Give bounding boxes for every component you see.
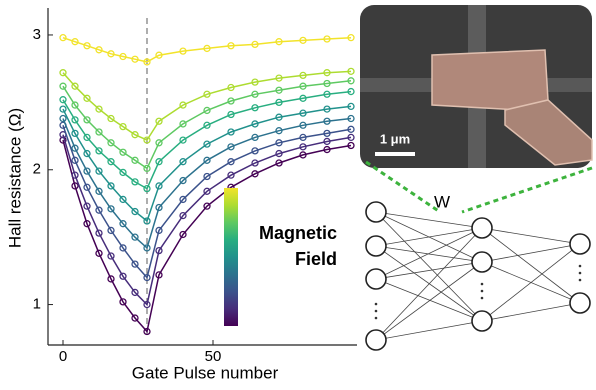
y-tick-label: 1 [33, 296, 41, 313]
neuron [366, 330, 386, 350]
ellipsis-dot [579, 272, 582, 275]
connection [482, 244, 580, 262]
series-line [63, 71, 351, 140]
sem-inset: 1 μm [360, 5, 592, 168]
scale-bar [375, 152, 415, 156]
connection [482, 303, 580, 321]
neuron [366, 202, 386, 222]
ellipsis-dot [579, 279, 582, 282]
ellipsis-dot [375, 303, 378, 306]
colorbar-label: Magnetic [259, 223, 337, 243]
ellipsis-dot [579, 265, 582, 268]
y-tick-label: 2 [33, 161, 41, 178]
callout-line [462, 168, 592, 212]
scale-bar-label: 1 μm [380, 131, 410, 146]
neuron [366, 236, 386, 256]
neural-network: W [366, 162, 592, 350]
neuron [366, 269, 386, 289]
connection [376, 212, 482, 228]
neuron [472, 311, 492, 331]
data-point [60, 97, 66, 103]
connection [376, 246, 482, 262]
connection [376, 279, 482, 321]
connection [376, 262, 482, 279]
ellipsis-dot [481, 283, 484, 286]
x-axis-label: Gate Pulse number [132, 363, 279, 382]
connection [482, 244, 580, 321]
connection [376, 228, 482, 246]
ellipsis-dot [375, 310, 378, 313]
series-line [63, 38, 351, 62]
connection [376, 262, 482, 340]
figure: 1 μm W 1 2 3 0 50Gate Pulse number Hall resis… [0, 0, 596, 385]
connection [482, 228, 580, 303]
x-tick-label: 50 [205, 348, 222, 365]
connection [482, 228, 580, 244]
y-tick-label: 3 [33, 26, 41, 43]
ellipsis-dot [481, 290, 484, 293]
y-axis-label: Hall resistance (Ω) [5, 108, 24, 248]
weight-label: W [434, 192, 450, 211]
neuron [472, 252, 492, 272]
connection [376, 321, 482, 340]
ellipsis-dot [481, 297, 484, 300]
connection [376, 212, 482, 321]
connection [376, 228, 482, 340]
sem-electrode [432, 50, 548, 110]
colorbar-label: Field [295, 249, 337, 269]
data-point [60, 83, 66, 89]
colorbar [224, 188, 238, 326]
ellipsis-dot [375, 317, 378, 320]
neuron [570, 234, 590, 254]
neuron [570, 293, 590, 313]
x-tick-label: 0 [59, 348, 67, 365]
connection [376, 228, 482, 279]
neuron [472, 218, 492, 238]
